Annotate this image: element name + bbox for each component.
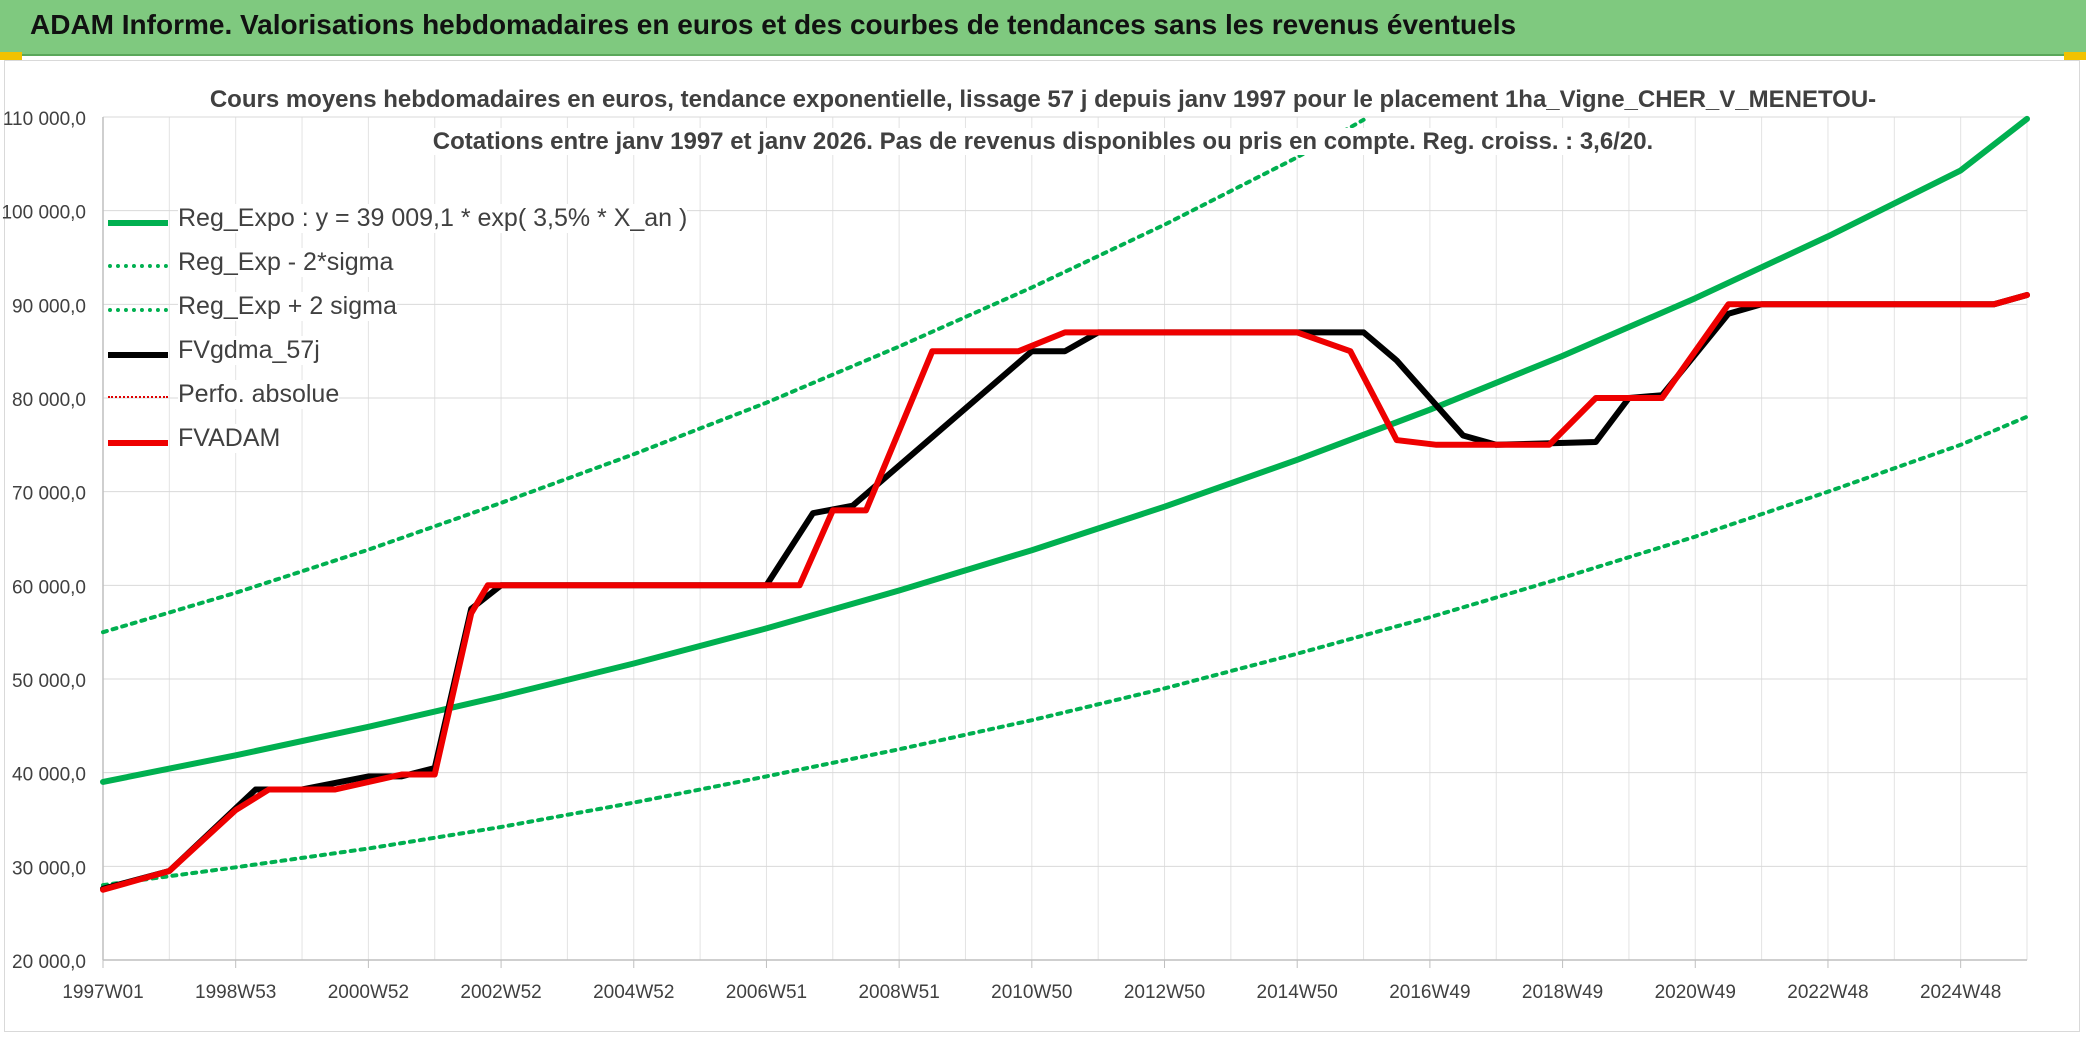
- legend-swatch: [108, 220, 168, 226]
- x-tick-label: 2018W49: [1522, 982, 1603, 1003]
- legend-swatch: [108, 440, 168, 446]
- series-line-3: [100, 292, 2030, 892]
- chart-title-text-1: Cours moyens hebdomadaires en euros, ten…: [203, 86, 1883, 113]
- x-tick-label: 2008W51: [858, 982, 939, 1003]
- x-tick-label: 2004W52: [593, 982, 674, 1003]
- chart-title-line-2: Cotations entre janv 1997 et janv 2026. …: [0, 128, 2086, 156]
- legend-swatch: [108, 352, 168, 358]
- y-tick-label: 110 000,0: [3, 109, 86, 130]
- legend-label: Perfo. absolue: [178, 380, 340, 409]
- y-tick-label: 20 000,0: [12, 952, 86, 973]
- x-tick-label: 2010W50: [991, 982, 1072, 1003]
- x-tick-label: 2006W51: [726, 982, 807, 1003]
- legend-label: FVADAM: [178, 424, 281, 453]
- legend-label: FVgdma_57j: [178, 336, 320, 365]
- legend-label: Reg_Exp - 2*sigma: [178, 248, 394, 277]
- x-tick-label: 2016W49: [1389, 982, 1470, 1003]
- y-tick-label: 90 000,0: [12, 296, 86, 317]
- x-tick-label: 1997W01: [62, 982, 143, 1003]
- header-corner-right: [2064, 52, 2086, 60]
- legend-swatch: [108, 264, 168, 268]
- x-tick-label: 1998W53: [195, 982, 276, 1003]
- report-header: ADAM Informe. Valorisations hebdomadaire…: [0, 0, 2086, 56]
- legend-swatch: [108, 396, 168, 398]
- x-tick-label: 2020W49: [1655, 982, 1736, 1003]
- legend-label: Reg_Expo : y = 39 009,1 * exp( 3,5% * X_…: [178, 204, 688, 233]
- x-tick-label: 2014W50: [1257, 982, 1338, 1003]
- y-tick-label: 80 000,0: [12, 390, 86, 411]
- y-tick-label: 70 000,0: [12, 484, 86, 505]
- legend-label: Reg_Exp + 2 sigma: [178, 292, 397, 321]
- chart-title-line-1: Cours moyens hebdomadaires en euros, ten…: [0, 86, 2086, 114]
- x-tick-label: 2012W50: [1124, 982, 1205, 1003]
- x-tick-label: 2002W52: [460, 982, 541, 1003]
- series-line-5: [100, 292, 2030, 893]
- series-line-2: [101, 117, 1366, 635]
- series-line-1: [101, 414, 2029, 888]
- x-tick-label: 2022W48: [1787, 982, 1868, 1003]
- y-tick-label: 50 000,0: [12, 671, 86, 692]
- y-tick-label: 30 000,0: [12, 858, 86, 879]
- x-tick-label: 2000W52: [328, 982, 409, 1003]
- chart-title-text-2: Cotations entre janv 1997 et janv 2026. …: [426, 128, 1660, 155]
- header-corner-left: [0, 52, 22, 60]
- x-tick-label: 2024W48: [1920, 982, 2001, 1003]
- legend-swatch: [108, 308, 168, 312]
- chart-frame: [4, 60, 2080, 1032]
- series-line-0: [100, 115, 2030, 785]
- y-tick-label: 100 000,0: [1, 203, 86, 224]
- report-title: ADAM Informe. Valorisations hebdomadaire…: [30, 9, 1517, 40]
- y-tick-label: 40 000,0: [12, 765, 86, 786]
- y-tick-label: 60 000,0: [12, 577, 86, 598]
